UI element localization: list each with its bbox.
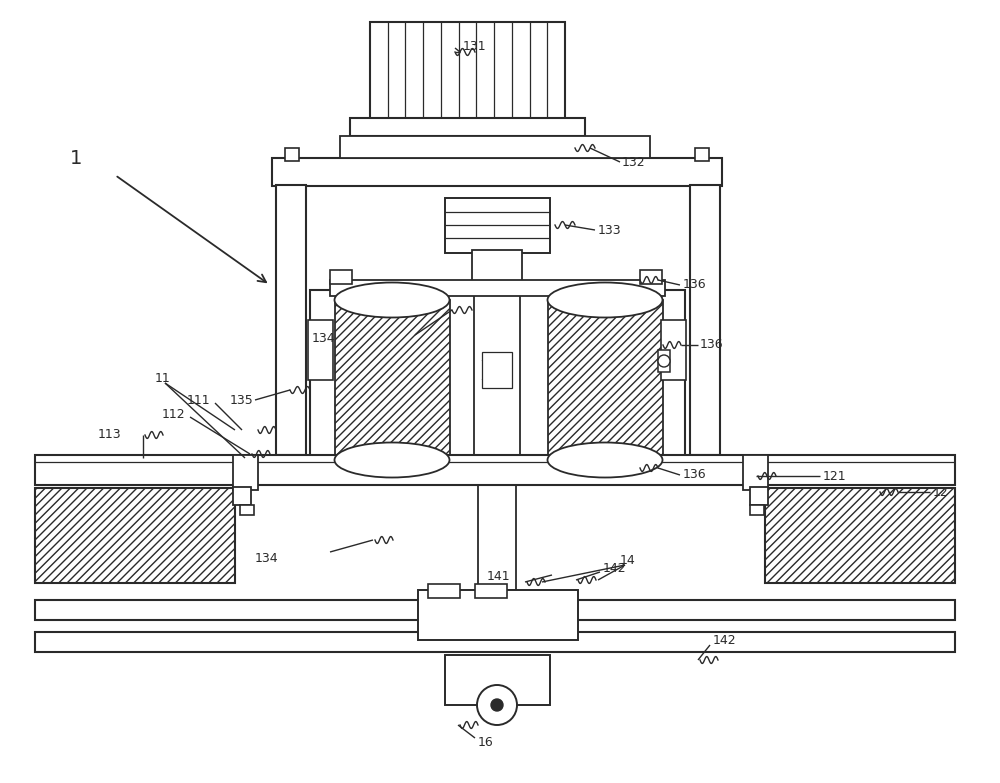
Text: 141: 141 (486, 569, 510, 583)
Bar (475, 584, 507, 598)
Bar (765, 488, 955, 583)
Bar (240, 505, 254, 515)
Bar (428, 584, 460, 598)
Circle shape (491, 699, 503, 711)
Text: 16: 16 (478, 735, 494, 749)
Text: 133: 133 (598, 223, 622, 236)
Text: 136: 136 (683, 468, 707, 482)
Bar (690, 185, 720, 455)
Bar (335, 300, 450, 460)
Text: 142: 142 (603, 561, 627, 575)
Bar (658, 350, 670, 372)
Bar (330, 468, 352, 482)
Text: 111: 111 (186, 394, 210, 406)
Bar (661, 320, 686, 380)
Bar (233, 487, 251, 505)
Bar (310, 290, 685, 460)
Bar (695, 148, 709, 161)
Text: 14: 14 (620, 554, 636, 566)
Bar (350, 118, 585, 136)
Bar (340, 136, 650, 158)
Text: 12: 12 (933, 485, 949, 499)
Bar (640, 270, 662, 284)
Bar (35, 488, 235, 583)
Text: 112: 112 (161, 407, 185, 420)
Bar (445, 198, 550, 253)
Ellipse shape (548, 442, 662, 478)
Ellipse shape (334, 283, 450, 317)
Text: 132: 132 (622, 156, 646, 168)
Bar (640, 468, 662, 482)
Bar (445, 655, 550, 705)
Bar (478, 455, 516, 590)
Ellipse shape (548, 283, 662, 317)
Text: 1: 1 (70, 149, 82, 168)
Text: 11: 11 (155, 371, 171, 384)
Text: 134: 134 (255, 551, 279, 565)
Bar (330, 270, 352, 284)
Bar (308, 320, 333, 380)
Circle shape (658, 355, 670, 367)
Bar (285, 148, 299, 161)
Bar (35, 455, 955, 485)
Text: 135: 135 (229, 394, 253, 406)
Text: 134: 134 (311, 331, 335, 345)
Bar (370, 22, 565, 122)
Circle shape (477, 685, 517, 725)
Bar (750, 487, 768, 505)
Bar (330, 280, 665, 296)
Bar (418, 590, 578, 640)
Bar (472, 250, 522, 310)
Bar (272, 158, 722, 186)
Bar (35, 600, 955, 620)
Bar (482, 352, 512, 388)
Bar (743, 455, 768, 490)
Bar (548, 300, 663, 460)
Bar (233, 455, 258, 490)
Text: 131: 131 (463, 39, 487, 52)
Bar (35, 632, 955, 652)
Bar (330, 456, 665, 472)
Text: 121: 121 (823, 470, 847, 482)
Ellipse shape (334, 442, 450, 478)
Text: 136: 136 (700, 338, 724, 352)
Text: 113: 113 (98, 428, 122, 442)
Text: 136: 136 (683, 279, 707, 291)
Text: 142: 142 (713, 634, 737, 648)
Bar (474, 285, 520, 460)
Bar (276, 185, 306, 455)
Bar (750, 505, 764, 515)
